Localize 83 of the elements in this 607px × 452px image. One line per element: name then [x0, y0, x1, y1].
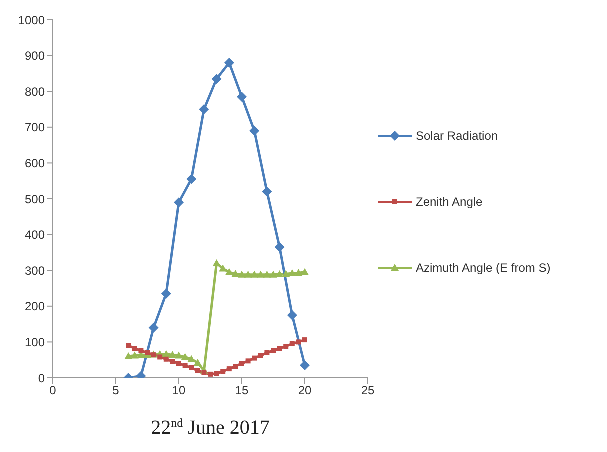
- point: [176, 361, 182, 366]
- y-tick-label: 400: [24, 228, 46, 242]
- legend-label: Zenith Angle: [416, 195, 483, 209]
- point: [182, 363, 188, 368]
- point: [145, 350, 150, 356]
- point: [284, 344, 289, 349]
- y-tick-label: 1000: [18, 13, 46, 28]
- x-axis-title: 22$^{nd}$ June 2017: [151, 416, 270, 439]
- point: [130, 352, 139, 359]
- point: [270, 270, 278, 278]
- y-tick-label: 700: [24, 120, 46, 135]
- point: [237, 92, 247, 102]
- point: [258, 353, 264, 358]
- x-tick-label: 10: [172, 384, 186, 398]
- point: [175, 352, 183, 359]
- y-tick-label: 500: [24, 192, 46, 206]
- y-tick-label: 900: [24, 49, 46, 64]
- legend-label: Solar Radiation: [416, 129, 498, 143]
- point: [212, 259, 221, 266]
- point: [189, 365, 194, 370]
- point: [271, 348, 276, 354]
- point: [256, 270, 265, 278]
- point: [250, 126, 260, 136]
- point: [126, 343, 132, 348]
- point: [195, 368, 200, 374]
- point: [132, 346, 138, 352]
- y-tick-label: 600: [24, 156, 46, 170]
- legend-label: Azimuth Angle (E from S): [416, 261, 551, 275]
- point: [288, 269, 296, 276]
- point: [162, 350, 170, 358]
- point: [264, 350, 270, 356]
- point: [262, 186, 272, 197]
- point: [138, 348, 144, 354]
- point: [164, 356, 169, 362]
- point: [202, 370, 207, 376]
- point: [244, 270, 252, 278]
- point: [301, 268, 309, 276]
- point: [252, 356, 258, 361]
- point: [161, 288, 172, 299]
- point: [246, 358, 251, 364]
- x-tick-label: 20: [298, 384, 312, 398]
- point: [208, 372, 213, 377]
- point: [263, 270, 272, 278]
- point: [233, 364, 238, 370]
- point: [294, 269, 303, 276]
- point: [158, 354, 163, 360]
- point: [148, 322, 159, 333]
- point: [300, 360, 310, 370]
- point: [181, 353, 190, 360]
- point: [277, 346, 282, 352]
- x-tick-label: 0: [50, 384, 57, 398]
- y-tick-label: 800: [24, 84, 46, 99]
- point: [238, 270, 246, 278]
- point: [274, 242, 285, 252]
- x-tick-label: 15: [235, 384, 249, 398]
- point: [174, 198, 184, 208]
- point: [290, 341, 295, 346]
- point: [168, 351, 177, 358]
- point: [302, 338, 308, 343]
- point: [124, 352, 133, 360]
- point: [212, 74, 222, 84]
- point: [287, 310, 298, 320]
- point: [170, 359, 176, 364]
- x-tick-label: 25: [361, 384, 375, 398]
- point: [276, 270, 284, 278]
- y-tick-label: 0: [38, 371, 46, 386]
- point: [199, 104, 210, 114]
- y-tick-label: 200: [24, 300, 46, 314]
- point: [225, 268, 234, 276]
- point: [282, 270, 290, 278]
- point: [194, 358, 202, 366]
- point: [224, 58, 234, 68]
- point: [250, 270, 259, 278]
- y-tick-label: 300: [24, 264, 46, 278]
- point: [226, 366, 232, 372]
- point: [220, 369, 226, 374]
- point: [296, 340, 302, 345]
- point: [240, 361, 244, 366]
- point: [214, 371, 220, 376]
- y-tick-label: 100: [24, 335, 46, 350]
- point: [232, 270, 240, 278]
- x-tick-label: 5: [112, 384, 120, 398]
- point: [186, 174, 197, 184]
